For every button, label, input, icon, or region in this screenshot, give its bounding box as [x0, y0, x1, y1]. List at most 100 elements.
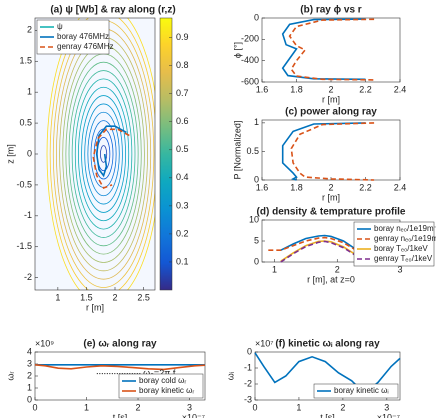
x-tick-label: 1.5	[80, 292, 93, 302]
legend-label: boray nₑ₀/1e19m⁻³	[374, 224, 436, 233]
colorbar-tick-label: 0.9	[176, 32, 189, 42]
x-axis-label: t [s]	[113, 412, 128, 418]
y-multiplier: ×10⁹	[35, 338, 54, 348]
legend-box	[313, 383, 399, 399]
colorbar-tick-label: 0.1	[176, 256, 189, 266]
panel: 1 2 3 0 5 10(d) density & temprature profile r…	[249, 207, 436, 285]
x-tick-label: 1.8	[290, 182, 303, 192]
x-tick-label: 2.5	[137, 292, 150, 302]
series-line	[254, 352, 401, 395]
legend-label: boray kinetic ωᵣ	[139, 386, 194, 395]
legend-label: genray 476MHz	[57, 42, 113, 51]
y-axis-label: ϕ [°]	[232, 42, 242, 58]
panel: 1.6 1.8 2 2.2 2.4 0 0.5 1 (c) power along ray r […	[232, 107, 406, 203]
y-tick-label: -0.5	[16, 179, 32, 189]
contour-line	[78, 86, 130, 222]
panel-title: (c) power along ray	[285, 107, 377, 118]
x-tick-label: 2	[112, 292, 117, 302]
colorbar-tick-label: 0.3	[176, 200, 189, 210]
panel: 0 1 2 3 -3 -2 -1 0 (f) kinetic ωᵢ along ray t [s]…	[225, 338, 401, 418]
series-line	[290, 122, 375, 181]
contour-line	[46, 18, 155, 290]
x-tick-label: 1.6	[256, 182, 269, 192]
y-tick-label: 0.5	[246, 146, 259, 156]
x-tick-label: 3	[397, 264, 402, 274]
x-tick-label: 1	[84, 402, 89, 412]
x-tick-label: 0	[252, 402, 257, 412]
x-tick-label: 1.6	[256, 84, 269, 94]
panel-title: (e) ωᵣ along ray	[83, 339, 157, 350]
contour-line	[49, 18, 155, 290]
legend-label: boray cold ωᵣ	[139, 376, 186, 385]
colorbar-tick-label: 0.4	[176, 172, 189, 182]
y-tick-label: 1.5	[19, 56, 32, 66]
contour-line	[74, 78, 133, 230]
colorbar-tick-label: 0.6	[176, 116, 189, 126]
y-tick-label: 0.5	[19, 117, 32, 127]
legend-label: boray kinetic ωᵢ	[334, 386, 389, 395]
x-tick-label: 2	[328, 84, 333, 94]
y-axis-label: P [Normalized]	[232, 121, 242, 180]
colorbar-tick-label: 0.5	[176, 144, 189, 154]
x-tick-label: 1.8	[290, 84, 303, 94]
x-axis-label: t [s]	[320, 412, 335, 418]
y-tick-label: -2	[24, 272, 32, 282]
y-tick-label: -1.5	[16, 241, 32, 251]
series-line	[280, 234, 370, 260]
colorbar-tick-label: 0.2	[176, 228, 189, 238]
contour-line	[71, 70, 136, 238]
series-line	[280, 240, 369, 263]
y-tick-label: 0	[254, 12, 259, 22]
y-axis-label: ωᵣ	[5, 371, 15, 380]
legend-label: ψ	[57, 22, 63, 31]
y-tick-label: -3	[244, 394, 252, 404]
series-line	[34, 364, 206, 371]
y-tick-label: 10	[249, 214, 259, 224]
x-multiplier: ×10⁻⁷	[377, 412, 400, 418]
y-tick-label: 0	[247, 346, 252, 356]
x-tick-label: 2.2	[359, 84, 372, 94]
y-tick-label: -400	[241, 55, 259, 65]
panel-title: (b) ray ϕ vs r	[300, 5, 362, 16]
x-tick-label: 2	[340, 402, 345, 412]
x-axis-label: r [m]	[322, 192, 340, 202]
series-line	[268, 236, 370, 260]
legend-box	[118, 373, 204, 399]
annotation: ω₀=2π f	[143, 368, 176, 378]
series-line	[281, 122, 366, 181]
x-tick-label: 2	[136, 402, 141, 412]
x-tick-label: 2.4	[394, 182, 407, 192]
x-multiplier: ×10⁻⁷	[182, 412, 205, 418]
x-tick-label: 2.4	[394, 84, 407, 94]
y-tick-label: 0	[27, 148, 32, 158]
x-tick-label: 2	[335, 264, 340, 274]
x-tick-label: 0	[32, 402, 37, 412]
x-tick-label: 3	[384, 402, 389, 412]
series-line	[288, 18, 375, 81]
legend-label: boray Tₑ₀/1keV	[374, 244, 428, 253]
y-tick-label: -1	[24, 210, 32, 220]
series-line	[95, 125, 127, 178]
x-tick-label: 2.2	[359, 182, 372, 192]
legend-label: genray nₑ₀/1e19m⁻³	[374, 234, 436, 243]
y-axis-label: z [m]	[5, 144, 15, 164]
panel-title: (f) kinetic ωᵢ along ray	[275, 339, 380, 350]
contour-line	[68, 61, 139, 247]
y-tick-label: -600	[241, 76, 259, 86]
x-axis-label: r [m], at z=0	[307, 274, 355, 284]
y-tick-label: 1	[27, 382, 32, 392]
colorbar	[159, 17, 173, 291]
y-tick-label: -2	[244, 378, 252, 388]
x-tick-label: 1	[55, 292, 60, 302]
x-tick-label: 1	[296, 402, 301, 412]
contour-line	[100, 145, 108, 163]
y-tick-label: 0	[254, 174, 259, 184]
colorbar-tick-label: 0.7	[176, 88, 189, 98]
y-tick-label: 2	[27, 370, 32, 380]
panel-title: (a) ψ [Wb] & ray along (r,z)	[50, 5, 175, 16]
x-tick-label: 3	[187, 402, 192, 412]
x-tick-label: 1	[272, 264, 277, 274]
y-axis-label: ωᵢ	[225, 372, 235, 380]
